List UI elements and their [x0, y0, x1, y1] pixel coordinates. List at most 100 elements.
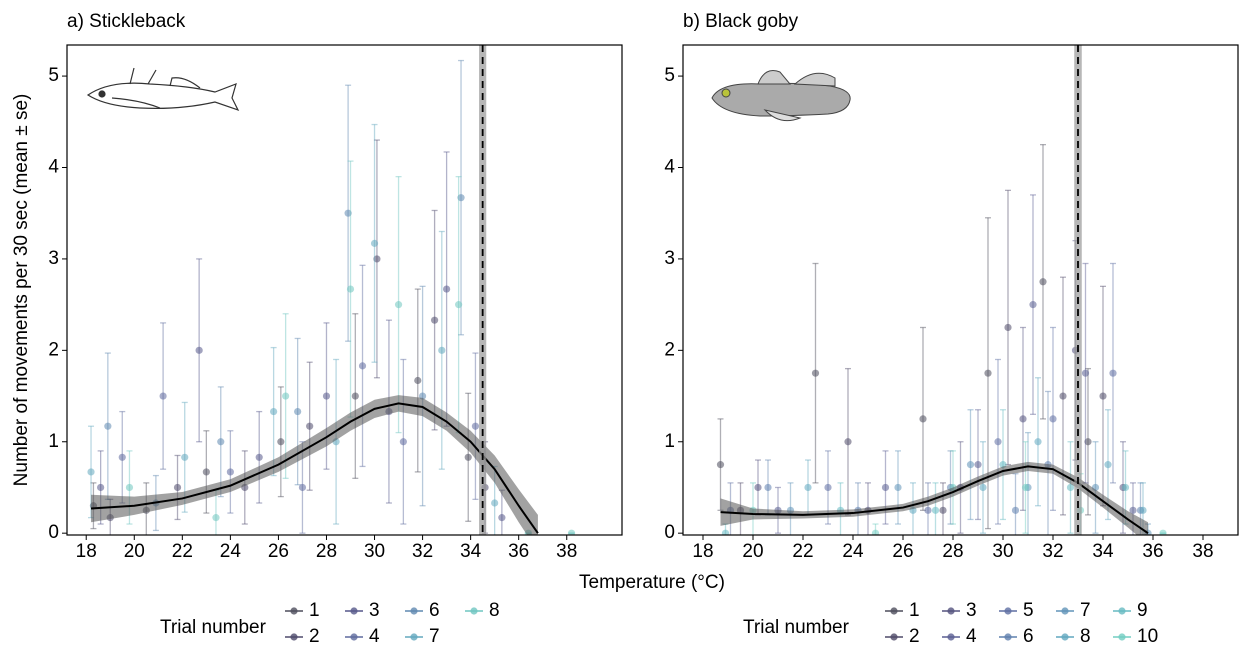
y-tick-label: 1 — [664, 431, 675, 452]
legend-label: 8 — [489, 600, 500, 621]
point — [1034, 438, 1042, 446]
y-tick-label: 3 — [48, 248, 59, 269]
legend-key — [290, 633, 298, 641]
point — [984, 369, 992, 377]
point — [181, 453, 189, 461]
x-tick-label: 26 — [892, 541, 913, 562]
x-tick-label: 26 — [268, 541, 289, 562]
legend-key — [470, 607, 478, 615]
point — [924, 506, 932, 514]
point — [1104, 461, 1112, 469]
point — [1059, 392, 1067, 400]
x-tick-label: 36 — [508, 541, 529, 562]
point — [1021, 483, 1030, 492]
point — [1121, 483, 1130, 492]
goby-illustration — [711, 70, 851, 122]
legend-key — [890, 607, 898, 615]
x-tick-label: 28 — [316, 541, 337, 562]
legend-key — [350, 607, 358, 615]
point — [1099, 392, 1107, 400]
point — [939, 506, 947, 514]
x-tick-label: 28 — [942, 541, 963, 562]
y-tick-label: 2 — [48, 339, 59, 360]
point — [270, 407, 278, 416]
point — [824, 483, 832, 492]
legend-key — [1118, 607, 1126, 615]
point — [277, 438, 285, 446]
point — [351, 392, 359, 400]
legend-label: 2 — [909, 626, 920, 645]
legend-label: 1 — [909, 600, 920, 621]
legend-title: Trial number — [743, 617, 850, 638]
point — [282, 392, 290, 400]
legend-label: 7 — [429, 626, 440, 645]
point — [716, 461, 725, 469]
y-tick-label: 0 — [48, 522, 59, 543]
legend-key — [1061, 607, 1069, 615]
legend-key — [890, 633, 898, 641]
legend-label: 5 — [1023, 600, 1034, 621]
point — [1039, 278, 1047, 286]
x-tick-label: 32 — [412, 541, 433, 562]
legend-label: 6 — [1023, 626, 1034, 645]
point — [414, 376, 422, 385]
point — [1081, 369, 1090, 377]
legend-title: Trial number — [160, 617, 267, 638]
y-tick-label: 4 — [664, 157, 675, 178]
x-tick-label: 18 — [76, 541, 97, 562]
point — [804, 483, 812, 492]
point — [931, 506, 940, 514]
x-tick-label: 34 — [1092, 541, 1114, 562]
x-tick-label: 24 — [842, 541, 864, 562]
point — [567, 529, 576, 535]
panel-title: a) Stickleback — [67, 11, 186, 32]
legend-label: 2 — [309, 626, 320, 645]
point — [994, 438, 1002, 446]
point — [754, 483, 762, 492]
point — [498, 514, 506, 522]
legend-label: 3 — [369, 600, 380, 621]
point — [894, 483, 902, 492]
point — [1129, 506, 1137, 514]
confidence-band — [720, 461, 1148, 535]
point — [394, 301, 403, 309]
point — [226, 468, 234, 476]
point — [1004, 323, 1012, 332]
point — [438, 346, 446, 354]
legend-label: 8 — [1080, 626, 1091, 645]
y-axis-label: Number of movements per 30 sec (mean ± s… — [11, 94, 32, 487]
legend-label: 7 — [1080, 600, 1091, 621]
x-tick-label: 20 — [742, 541, 763, 562]
x-tick-label: 30 — [364, 541, 385, 562]
y-tick-label: 0 — [664, 522, 675, 543]
point — [491, 499, 499, 507]
point — [871, 529, 880, 535]
point — [1049, 415, 1057, 423]
point — [430, 316, 439, 324]
y-tick-label: 5 — [48, 65, 59, 86]
point — [1084, 438, 1092, 446]
legend-label: 3 — [966, 600, 977, 621]
point — [125, 483, 134, 492]
x-tick-label: 24 — [220, 541, 242, 562]
point — [471, 422, 480, 430]
y-tick-label: 4 — [48, 157, 59, 178]
point — [1139, 506, 1147, 514]
point — [322, 392, 331, 400]
point — [764, 483, 772, 492]
x-tick-label: 22 — [792, 541, 813, 562]
point — [344, 209, 352, 217]
plot-frame — [66, 44, 623, 536]
x-tick-label: 30 — [992, 541, 1013, 562]
point — [212, 514, 220, 522]
legend-label: 4 — [966, 626, 977, 645]
legend-key — [947, 607, 955, 615]
point — [255, 453, 263, 461]
point — [358, 362, 367, 370]
point — [97, 483, 105, 492]
legend-key — [947, 633, 955, 641]
point — [195, 346, 203, 354]
point — [1019, 415, 1027, 423]
point — [443, 285, 451, 293]
